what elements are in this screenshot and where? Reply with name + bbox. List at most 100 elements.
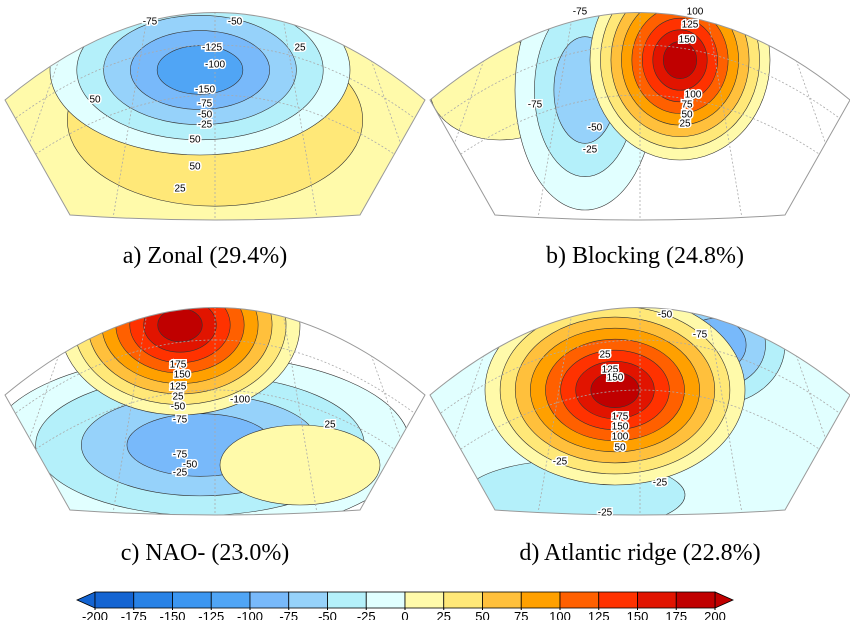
contour-label: -25 [598, 508, 613, 519]
colorbar-bin [675, 591, 716, 609]
colorbar-bin [327, 591, 367, 609]
colorbar-tick-label: -150 [159, 609, 185, 620]
map-outline [429, 12, 850, 221]
contour-label: -25 [553, 457, 568, 468]
contour-label: -150 [195, 85, 215, 96]
colorbar-tick-label: 200 [704, 609, 726, 620]
colorbar-tick-label: 50 [475, 609, 489, 620]
lon-line [110, 307, 151, 515]
contour-label: 150 [607, 373, 624, 384]
contour-label: 100 [685, 90, 702, 101]
contour-label: 25 [324, 420, 336, 431]
colorbar-tick-label: -125 [198, 609, 224, 620]
colorbar-tick-label: 175 [665, 609, 687, 620]
contour-label: 100 [612, 432, 629, 443]
colorbar-tick-label: -25 [357, 609, 376, 620]
contour-label: 175 [612, 412, 629, 423]
colorbar-tick-label: -175 [121, 609, 147, 620]
contour-label: -100 [230, 395, 250, 406]
contour-label: -75 [693, 330, 708, 341]
contour-label: -75 [198, 99, 213, 110]
contour-label: -25 [198, 120, 213, 131]
map-outline [429, 307, 850, 516]
contour-label: 50 [681, 110, 693, 121]
contour-label: -100 [205, 60, 225, 71]
colorbar: -200 -175 -150 -125 -100 -75 -50 -25 0 25 50 75 100 1… [76, 591, 734, 624]
contour-label: -25 [583, 145, 598, 156]
anomaly-contour [662, 41, 698, 79]
contour-label: 25 [599, 350, 611, 361]
anomaly-contour [219, 424, 381, 506]
anomaly-contour [590, 372, 640, 408]
colorbar-tick-label: -100 [237, 609, 263, 620]
contour-label: 25 [174, 184, 186, 195]
colorbar-tick-label: 100 [549, 609, 571, 620]
contour-label: -75 [143, 17, 158, 28]
colorbar-extend-high [714, 591, 734, 609]
colorbar-bin [404, 591, 445, 609]
contour-label: 50 [614, 443, 626, 454]
contour-label: -75 [573, 7, 588, 18]
contour-label: -75 [173, 450, 188, 461]
colorbar-bin [637, 591, 677, 609]
contour-label: -50 [588, 123, 603, 134]
colorbar-bin [210, 591, 251, 609]
map-outline [4, 307, 426, 516]
lon-line [704, 12, 745, 220]
contour-label: 75 [681, 100, 693, 111]
colorbar-bin [94, 591, 135, 609]
contour-label: 25 [172, 392, 184, 403]
lon-line [110, 12, 151, 220]
lon-line [535, 12, 576, 220]
colorbar-bin [249, 591, 290, 609]
colorbar-bin [520, 591, 561, 609]
contour-label: -25 [173, 468, 188, 479]
panel-caption: c) NAO- (23.0%) [121, 540, 290, 566]
colorbar-bin [133, 591, 173, 609]
colorbar-tick-label: 150 [627, 609, 649, 620]
contour-label: 25 [294, 43, 306, 54]
contour-label: -50 [228, 17, 243, 28]
contour-label: -75 [173, 415, 188, 426]
panel-caption: a) Zonal (29.4%) [123, 243, 288, 269]
colorbar-tick-label: -200 [82, 609, 108, 620]
colorbar-bin [288, 591, 328, 609]
contour-label: 150 [612, 422, 629, 433]
contour-label: -25 [653, 478, 668, 489]
colorbar-tick-label: 25 [437, 609, 451, 620]
contour-label: -50 [658, 310, 673, 321]
field [5, 307, 425, 515]
field [5, 12, 425, 220]
contour-label: 100 [687, 7, 704, 18]
colorbar-bin [443, 591, 483, 609]
contour-label: -50 [198, 110, 213, 121]
colorbar-tick-label: -75 [279, 609, 298, 620]
lon-line [279, 307, 320, 515]
colorbar-tick-label: 125 [588, 609, 610, 620]
contour-label: 175 [170, 360, 187, 371]
contour-label: -50 [171, 402, 186, 413]
contour-label: 50 [189, 162, 201, 173]
lon-line [279, 12, 320, 220]
contour-label: 25 [679, 119, 691, 130]
colorbar-bin [365, 591, 406, 609]
panel-caption: d) Atlantic ridge (22.8%) [519, 540, 760, 566]
contour-label: 150 [174, 370, 191, 381]
colorbar-bin [559, 591, 600, 609]
contour-label: 50 [89, 95, 101, 106]
contour-label: -50 [183, 460, 198, 471]
colorbar-tick-label: 75 [514, 609, 528, 620]
panel-caption: b) Blocking (24.8%) [546, 243, 744, 269]
colorbar-bin [482, 591, 522, 609]
anomaly-contour [157, 307, 203, 343]
lon-line [535, 307, 576, 515]
contour-label: 50 [189, 135, 201, 146]
contour-label: 125 [602, 365, 619, 376]
contour-label: 125 [170, 382, 187, 393]
colorbar-tick-label: -50 [318, 609, 337, 620]
contour-label: -75 [528, 100, 543, 111]
